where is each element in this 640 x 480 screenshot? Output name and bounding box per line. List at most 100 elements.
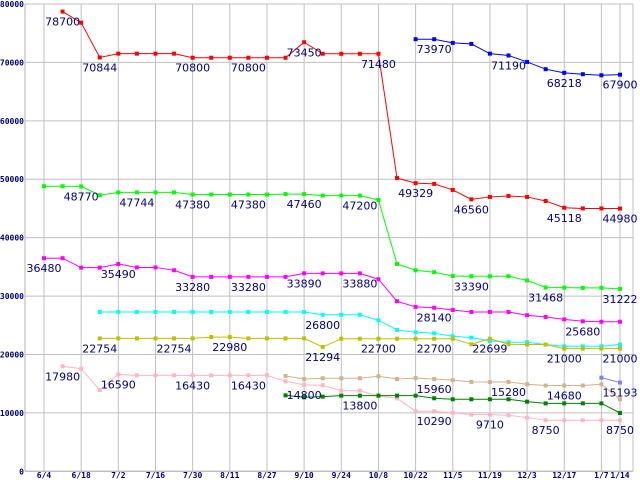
data-point <box>413 37 418 42</box>
data-label: 47200 <box>342 200 377 213</box>
y-tick-label: 40000 <box>0 234 24 243</box>
data-point <box>469 397 474 402</box>
data-point <box>543 418 548 423</box>
data-point <box>283 192 288 197</box>
data-point <box>264 192 269 197</box>
data-point <box>432 270 437 275</box>
data-label: 45118 <box>547 212 582 225</box>
data-point <box>320 51 325 56</box>
data-label: 33390 <box>454 280 489 293</box>
data-point <box>525 342 530 347</box>
data-point <box>246 55 251 60</box>
data-point <box>339 376 344 381</box>
data-point <box>153 190 158 195</box>
data-point <box>246 336 251 341</box>
data-point <box>190 373 195 378</box>
data-point <box>487 397 492 402</box>
data-point <box>450 334 455 339</box>
data-point <box>395 396 400 401</box>
data-point <box>283 393 288 398</box>
data-label: 22699 <box>472 343 507 356</box>
data-point <box>562 383 567 388</box>
data-label: 15193 <box>602 387 637 400</box>
data-point <box>525 313 530 318</box>
data-point <box>543 383 548 388</box>
data-point <box>599 375 604 380</box>
data-point <box>543 401 548 406</box>
data-point <box>562 205 567 210</box>
data-point <box>599 401 604 406</box>
data-point <box>190 274 195 279</box>
data-label: 73970 <box>417 43 452 56</box>
data-point <box>357 393 362 398</box>
data-label: 13800 <box>342 400 377 413</box>
data-label: 46560 <box>454 203 489 216</box>
y-tick-label: 70000 <box>0 58 24 67</box>
data-point <box>97 193 102 198</box>
data-point <box>320 193 325 198</box>
data-point <box>357 51 362 56</box>
data-point <box>209 192 214 197</box>
data-point <box>116 309 121 314</box>
data-point <box>469 342 474 347</box>
data-point <box>487 380 492 385</box>
data-point <box>376 51 381 56</box>
data-point <box>97 387 102 392</box>
data-label: 15960 <box>417 383 452 396</box>
data-label: 31222 <box>602 293 637 306</box>
data-point <box>562 70 567 75</box>
data-point <box>487 274 492 279</box>
data-label: 26800 <box>305 319 340 332</box>
data-point <box>395 299 400 304</box>
data-label: 16430 <box>175 379 210 392</box>
data-point <box>283 373 288 378</box>
data-label: 22980 <box>212 341 247 354</box>
data-point <box>227 274 232 279</box>
data-point <box>599 73 604 78</box>
data-labels: 78700 70844 70800 70800 73450 71480 49329 46560… <box>27 16 638 438</box>
data-point <box>487 309 492 314</box>
data-label: 31468 <box>528 291 563 304</box>
data-label: 47460 <box>287 198 322 211</box>
data-label: 33280 <box>231 281 266 294</box>
x-tick-label: 12/3 <box>517 471 536 480</box>
data-point <box>320 394 325 399</box>
data-point <box>264 309 269 314</box>
data-point <box>264 373 269 378</box>
data-point <box>283 379 288 384</box>
data-point <box>543 314 548 319</box>
data-point <box>617 380 622 385</box>
data-point <box>209 373 214 378</box>
data-point <box>580 285 585 290</box>
data-point <box>190 309 195 314</box>
x-tick-label: 8/11 <box>220 471 239 480</box>
data-label: 70800 <box>231 62 266 75</box>
data-point <box>376 318 381 323</box>
data-point <box>339 193 344 198</box>
data-label: 8750 <box>606 424 634 437</box>
data-point <box>172 51 177 56</box>
data-point <box>376 336 381 341</box>
data-point <box>302 395 307 400</box>
data-point <box>395 261 400 266</box>
data-label: 14800 <box>287 389 322 402</box>
data-label: 33890 <box>287 277 322 290</box>
data-point <box>469 274 474 279</box>
data-point <box>432 37 437 42</box>
data-point <box>525 278 530 283</box>
data-point <box>60 364 65 369</box>
data-label: 47744 <box>119 196 154 209</box>
data-point <box>97 309 102 314</box>
data-point <box>432 305 437 310</box>
data-label: 14680 <box>547 390 582 403</box>
data-point <box>617 72 622 77</box>
data-point <box>227 55 232 60</box>
data-point <box>357 312 362 317</box>
data-point <box>134 190 139 195</box>
data-point <box>525 415 530 420</box>
data-point <box>302 192 307 197</box>
data-point <box>450 378 455 383</box>
data-point <box>42 256 46 261</box>
data-point <box>79 265 84 270</box>
